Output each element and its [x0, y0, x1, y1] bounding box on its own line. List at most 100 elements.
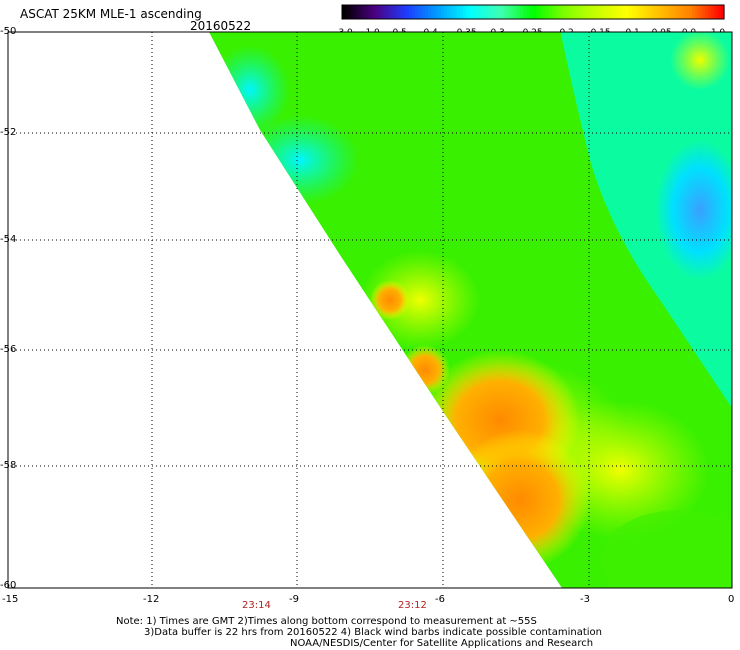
colorbar-segment: [695, 5, 700, 19]
colorbar-segment: [571, 5, 575, 19]
colorbar-segment: [669, 5, 674, 19]
colorbar-segment: [488, 5, 493, 19]
colorbar-segment: [408, 5, 413, 19]
colorbar-segment: [692, 5, 696, 19]
colorbar-segment: [367, 5, 372, 19]
colorbar-segment: [469, 5, 474, 19]
lon-label: -12: [143, 594, 160, 605]
colorbar-segment: [599, 5, 604, 19]
colorbar-segment: [653, 5, 658, 19]
colorbar-segment: [555, 5, 560, 19]
time-label: 23:14: [242, 600, 271, 611]
colorbar-segment: [507, 5, 512, 19]
colorbar-segment: [485, 5, 490, 19]
colorbar-segment: [453, 5, 458, 19]
colorbar-segment: [552, 5, 556, 19]
colorbar-segment: [548, 5, 553, 19]
colorbar-segment: [504, 5, 509, 19]
colorbar-segment: [396, 5, 400, 19]
colorbar-segment: [377, 5, 381, 19]
lon-label: -15: [2, 594, 19, 605]
colorbar-segment: [361, 5, 365, 19]
colorbar-segment: [631, 5, 636, 19]
colorbar-segment: [539, 5, 544, 19]
colorbar-segment: [682, 5, 687, 19]
colorbar-segment: [402, 5, 407, 19]
colorbar-segment: [625, 5, 630, 19]
lat-label: -50: [0, 26, 17, 37]
colorbar-segment: [542, 5, 547, 19]
colorbar-segment: [717, 5, 722, 19]
colorbar-segment: [561, 5, 566, 19]
lon-label: -9: [289, 594, 299, 605]
time-label: 23:12: [398, 600, 427, 611]
colorbar-segment: [711, 5, 716, 19]
lat-label: -58: [0, 460, 17, 471]
colorbar-segment: [437, 5, 442, 19]
colorbar-segment: [392, 5, 397, 19]
colorbar-segment: [427, 5, 432, 19]
colorbar-segment: [644, 5, 649, 19]
colorbar-segment: [440, 5, 445, 19]
colorbar-segment: [412, 5, 416, 19]
colorbar-segment: [399, 5, 404, 19]
colorbar-segment: [482, 5, 486, 19]
colorbar-segment: [596, 5, 601, 19]
colorbar-segment: [628, 5, 633, 19]
colorbar-segment: [641, 5, 646, 19]
colorbar-segment: [520, 5, 525, 19]
colorbar-segment: [357, 5, 362, 19]
colorbar-segment: [609, 5, 614, 19]
colorbar-segment: [714, 5, 719, 19]
colorbar-segment: [580, 5, 585, 19]
colorbar-segment: [351, 5, 356, 19]
colorbar-segment: [679, 5, 684, 19]
colorbar-segment: [364, 5, 369, 19]
colorbar-segment: [456, 5, 461, 19]
colorbar-segment: [478, 5, 483, 19]
lon-label: -3: [580, 594, 590, 605]
colorbar-segment: [590, 5, 595, 19]
colorbar-segment: [603, 5, 607, 19]
colorbar-segment: [529, 5, 534, 19]
map-grid: [8, 32, 732, 588]
colorbar-segment: [634, 5, 639, 19]
colorbar-segment: [615, 5, 620, 19]
colorbar-segment: [472, 5, 477, 19]
colorbar-segment: [354, 5, 359, 19]
colorbar-segment: [612, 5, 617, 19]
colorbar-segment: [708, 5, 712, 19]
colorbar-segment: [513, 5, 518, 19]
colorbar-segment: [564, 5, 569, 19]
colorbar-segment: [421, 5, 426, 19]
colorbar-segment: [663, 5, 668, 19]
colorbar-segment: [345, 5, 349, 19]
colorbar-segment: [660, 5, 665, 19]
colorbar-segment: [698, 5, 703, 19]
lat-label: -52: [0, 127, 17, 138]
colorbar-segment: [673, 5, 677, 19]
colorbar-segment: [583, 5, 588, 19]
colorbar-segment: [450, 5, 455, 19]
colorbar-segment: [676, 5, 681, 19]
colorbar-segment: [501, 5, 505, 19]
colorbar-segment: [370, 5, 375, 19]
colorbar-segment: [475, 5, 480, 19]
lon-label: -6: [435, 594, 445, 605]
map-title: ASCAT 25KM MLE-1 ascending: [20, 7, 202, 21]
colorbar-segment: [704, 5, 709, 19]
colorbar-segment: [587, 5, 591, 19]
colorbar-segment: [462, 5, 467, 19]
colorbar-segment: [491, 5, 496, 19]
colorbar-segment: [523, 5, 528, 19]
colorbar-segment: [568, 5, 572, 19]
note-line: Note: 1) Times are GMT 2)Times along bot…: [116, 616, 537, 627]
colorbar-segment: [348, 5, 353, 19]
lat-label: -54: [0, 234, 17, 245]
colorbar-segment: [386, 5, 391, 19]
colorbar-segment: [380, 5, 384, 19]
colorbar-segment: [497, 5, 502, 19]
colorbar-segment: [720, 5, 725, 19]
data-swath: [209, 32, 732, 588]
